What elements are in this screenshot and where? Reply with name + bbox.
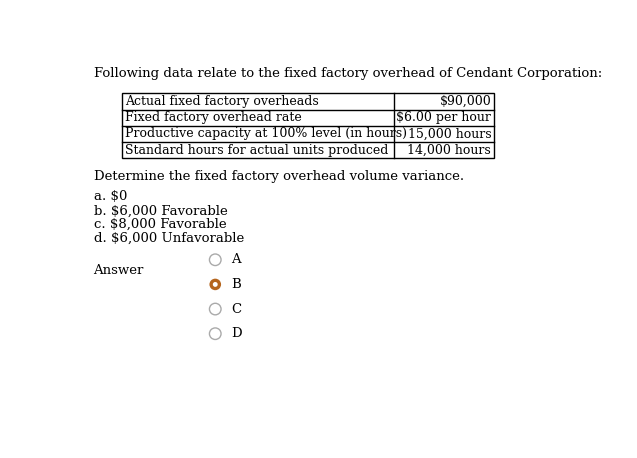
Circle shape bbox=[210, 254, 221, 266]
Text: D: D bbox=[231, 327, 241, 340]
Text: B: B bbox=[231, 278, 241, 291]
Text: c. $8,000 Favorable: c. $8,000 Favorable bbox=[94, 218, 226, 231]
Text: $90,000: $90,000 bbox=[440, 95, 491, 108]
Text: Fixed factory overhead rate: Fixed factory overhead rate bbox=[125, 111, 302, 124]
Text: 14,000 hours: 14,000 hours bbox=[408, 143, 491, 157]
Circle shape bbox=[210, 328, 221, 339]
Text: A: A bbox=[231, 253, 240, 266]
Circle shape bbox=[210, 303, 221, 315]
Text: a. $0: a. $0 bbox=[94, 191, 127, 203]
Text: 15,000 hours: 15,000 hours bbox=[408, 127, 491, 141]
Bar bbox=[122, 93, 494, 158]
Text: $6.00 per hour: $6.00 per hour bbox=[396, 111, 491, 124]
Text: C: C bbox=[231, 303, 241, 316]
Text: Following data relate to the fixed factory overhead of Cendant Corporation:: Following data relate to the fixed facto… bbox=[94, 66, 602, 80]
Text: b. $6,000 Favorable: b. $6,000 Favorable bbox=[94, 204, 227, 218]
Text: Productive capacity at 100% level (in hours): Productive capacity at 100% level (in ho… bbox=[125, 127, 407, 141]
Text: Actual fixed factory overheads: Actual fixed factory overheads bbox=[125, 95, 319, 108]
Text: Determine the fixed factory overhead volume variance.: Determine the fixed factory overhead vol… bbox=[94, 170, 464, 184]
Circle shape bbox=[210, 278, 221, 290]
Text: Answer: Answer bbox=[94, 264, 144, 278]
Text: Standard hours for actual units produced: Standard hours for actual units produced bbox=[125, 143, 389, 157]
Circle shape bbox=[213, 282, 218, 287]
Text: d. $6,000 Unfavorable: d. $6,000 Unfavorable bbox=[94, 232, 244, 245]
